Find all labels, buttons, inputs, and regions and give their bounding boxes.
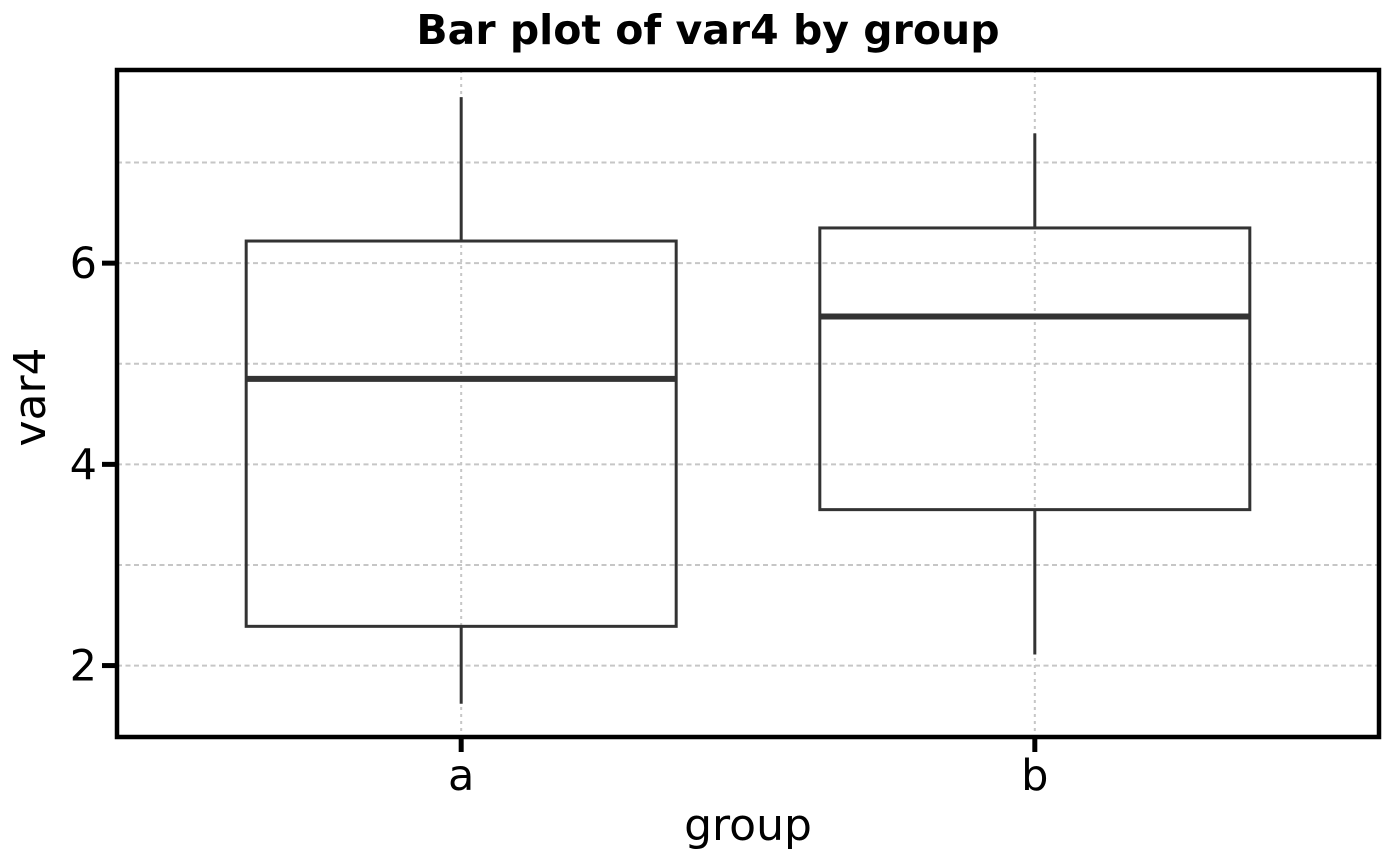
panel-border [114,67,1382,740]
y-axis-title: var4 [4,347,56,447]
y-tick-label: 2 [70,642,97,692]
chart-title: Bar plot of var4 by group [416,6,1000,54]
iqr-box-b [818,226,1252,512]
y-tick-label: 4 [70,440,97,490]
x-tick-label: b [1021,751,1048,801]
iqr-box-a [244,239,678,628]
x-axis-title: group [684,800,812,851]
y-tick-label: 6 [70,239,97,289]
x-tick-label: a [448,751,474,801]
